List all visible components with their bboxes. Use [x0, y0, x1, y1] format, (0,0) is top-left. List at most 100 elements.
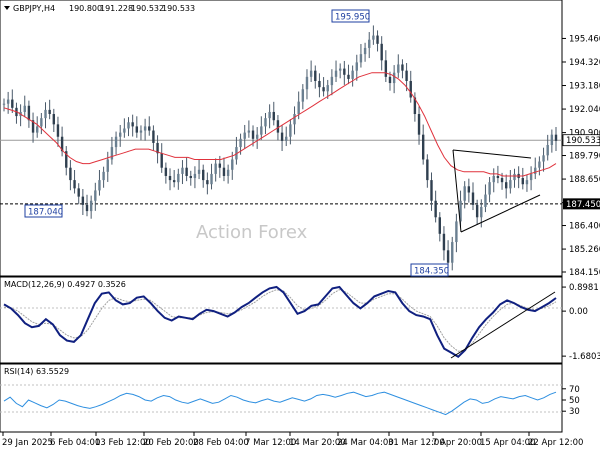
svg-text:190.533: 190.533 [566, 136, 600, 146]
candle-body [222, 167, 226, 176]
rsi-label: RSI(14) 63.5529 [4, 367, 69, 376]
x-tick-label: 20 Feb 20:00 [143, 438, 199, 448]
price-tag-support: 187.450 [563, 198, 600, 210]
candle-body [52, 114, 56, 125]
triangle-lower-trendline [460, 194, 541, 233]
candle-body [455, 221, 458, 243]
candle-body [27, 105, 31, 121]
candle-body [65, 151, 68, 168]
x-tick-label: 29 Jan 2025 [2, 438, 53, 448]
candle-body [56, 124, 60, 137]
candle-body [351, 70, 354, 79]
candle-body [264, 118, 267, 127]
candle-body [114, 136, 118, 148]
candle-body [243, 132, 246, 139]
price-tick-label: 189.790 [569, 152, 600, 162]
candle-body [135, 126, 139, 133]
price-panel-frame [0, 0, 563, 277]
triangle-upper-trendline [452, 149, 532, 159]
candle-body [36, 126, 39, 133]
candle-body [102, 171, 105, 181]
x-tick-label: 15 Apr 04:00 [480, 438, 535, 448]
candle-body [48, 109, 51, 115]
x-tick-label: 31 Mar 12:00 [388, 438, 445, 448]
annotation-low-apr: 184.350 [410, 263, 449, 277]
candle-body [496, 175, 500, 179]
candle-body [156, 142, 159, 154]
candle-body [231, 159, 234, 170]
triangle-left-edge [452, 149, 462, 233]
price-tick-label: 193.180 [569, 82, 600, 92]
candle-body [380, 43, 383, 61]
candle-body [451, 242, 454, 263]
candle-body [405, 70, 408, 81]
candle-body [23, 105, 26, 112]
macd-label: MACD(12,26,9) 0.4927 0.3526 [4, 280, 126, 289]
price-tick-label: 195.460 [569, 34, 600, 44]
dropdown-triangle-icon[interactable] [4, 6, 10, 10]
candle-body [73, 180, 76, 189]
symbol-title: GBPJPY,H4 [13, 4, 55, 13]
candle-body [160, 153, 163, 168]
candle-body [529, 173, 533, 181]
candle-body [218, 163, 222, 168]
macd-main-line [3, 285, 557, 358]
candle-body [363, 47, 367, 55]
candle-body [210, 173, 213, 185]
candle-body [397, 64, 400, 73]
candle-body [297, 101, 300, 115]
candle-body [504, 182, 508, 189]
price-tag-close: 190.533 [562, 134, 600, 146]
x-tick-label: 22 Apr 12:00 [528, 438, 583, 448]
candle-body [152, 130, 155, 143]
candle-body [550, 134, 554, 145]
candle-body [554, 134, 558, 141]
candle-body [372, 35, 375, 40]
svg-text:195.950: 195.950 [335, 13, 370, 23]
candle-body [89, 200, 93, 212]
macd-tick-label: -1.6803 [569, 352, 600, 362]
x-tick-label: 13 Feb 12:00 [95, 438, 151, 448]
x-tick-label: 7 Apr 20:00 [432, 438, 482, 448]
candle-body [355, 62, 358, 71]
candle-body [542, 155, 545, 162]
svg-text:187.450: 187.450 [566, 200, 600, 210]
candle-body [509, 180, 512, 189]
candle-body [417, 114, 421, 135]
annotation-high: 195.950 [331, 9, 370, 23]
candle-body [69, 167, 72, 181]
rsi-line [3, 391, 557, 416]
candle-body [202, 169, 205, 181]
price-tick-label: 190.900 [569, 129, 600, 139]
rsi-tick-label: 30 [569, 407, 580, 417]
candle-body [538, 161, 541, 168]
candle-body [81, 196, 85, 205]
candle-body [446, 250, 450, 263]
candle-body [131, 122, 134, 127]
candle-body [463, 186, 466, 201]
x-tick-label: 7 Mar 12:00 [245, 438, 296, 448]
candle-body [480, 206, 483, 218]
macd-trendline [450, 291, 556, 359]
quote-open: 190.800 [69, 4, 102, 13]
candle-body [388, 76, 392, 84]
candle-body [119, 132, 122, 137]
price-y-axis: 195.460 194.320 193.180 192.040 190.900 189.7… [562, 34, 600, 278]
candle-body [534, 167, 537, 174]
price-tick-label: 192.040 [569, 105, 600, 115]
annotation-low-feb: 187.040 [24, 204, 63, 218]
candle-body [247, 130, 251, 133]
candle-body [305, 76, 309, 90]
price-tick-label: 185.260 [569, 245, 600, 255]
candle-body [189, 175, 192, 179]
quote-low: 190.532 [131, 4, 164, 13]
candle-body [255, 134, 259, 139]
candle-body [185, 167, 188, 176]
candle-body [268, 111, 271, 119]
candle-body [226, 169, 230, 176]
x-tick-label: 28 Feb 04:00 [193, 438, 249, 448]
candle-body [314, 70, 317, 81]
candle-body [123, 128, 126, 133]
